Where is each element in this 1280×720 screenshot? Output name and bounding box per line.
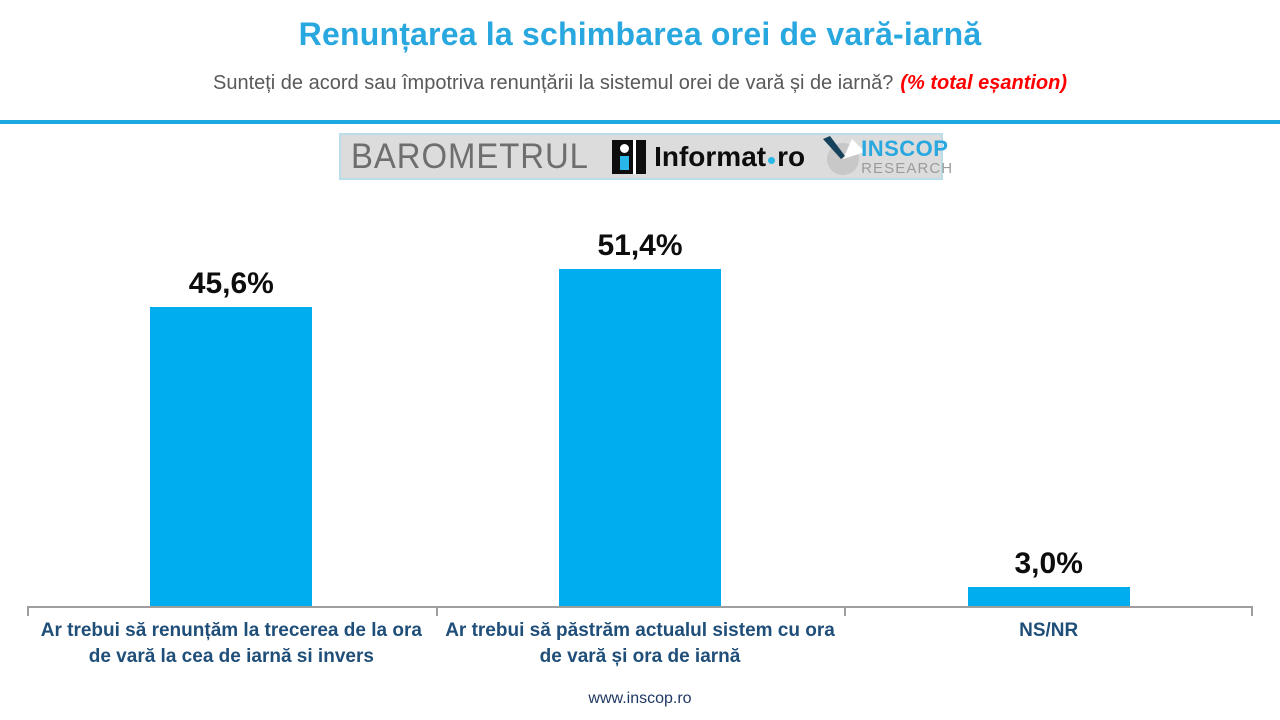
bar-group-pastrare: 51,4% <box>436 223 845 607</box>
inscop-logo: INSCOP RESEARCH <box>821 135 953 179</box>
informat-dot-icon <box>768 156 776 164</box>
bar-chart: 45,6% 51,4% 3,0% <box>27 223 1253 607</box>
informat-wordmark: Informat ro <box>654 140 806 172</box>
barometrul-wordmark: BAROMETRUL <box>351 137 589 176</box>
logo-strip: BAROMETRUL Informat ro INSCOP RESEARCH <box>339 133 952 180</box>
bar-nsnr <box>967 587 1130 607</box>
header-divider <box>0 120 1280 124</box>
inscop-wordmark: INSCOP RESEARCH <box>861 135 954 177</box>
bar-renuntare <box>150 307 313 607</box>
category-label-nsnr: NS/NR <box>1019 620 1079 641</box>
subtitle: Sunteți de acord sau împotriva renunțări… <box>0 72 1280 95</box>
category-label-renuntare: Ar trebui să renunțăm la trecerea de la … <box>40 620 422 668</box>
x-axis-line <box>27 606 1253 616</box>
bar-value-label: 3,0% <box>1014 547 1083 581</box>
axis-tick <box>844 608 847 616</box>
category-labels: Ar trebui să renunțăm la trecerea de la … <box>27 618 1253 670</box>
axis-tick <box>435 608 438 616</box>
bar-group-nsnr: 3,0% <box>844 223 1253 607</box>
subtitle-sample-note: (% total eșantion) <box>900 72 1068 94</box>
bar-group-renuntare: 45,6% <box>27 223 436 607</box>
bar-value-label: 51,4% <box>597 228 683 262</box>
category-label-pastrare: Ar trebui să păstrăm actualul sistem cu … <box>445 620 835 668</box>
page-title: Renunțarea la schimbarea orei de vară-ia… <box>298 16 982 52</box>
footer-url: www.inscop.ro <box>588 690 692 707</box>
bar-value-label: 45,6% <box>188 267 274 300</box>
axis-tick <box>1251 608 1253 616</box>
bar-pastrare <box>559 268 721 607</box>
axis-tick <box>27 608 29 616</box>
subtitle-question: Sunteți de acord sau împotriva renunțări… <box>212 72 894 94</box>
inscop-compass-icon <box>823 135 866 175</box>
informat-logo: Informat ro <box>612 139 806 174</box>
informat-i-icon <box>612 139 647 174</box>
